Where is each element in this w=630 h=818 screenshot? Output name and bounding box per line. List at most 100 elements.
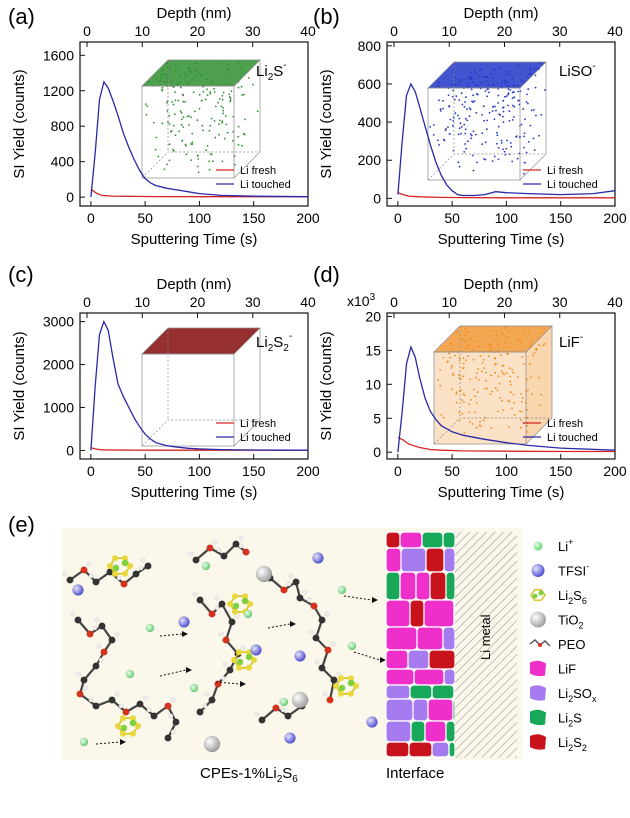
cube-dot bbox=[460, 389, 463, 391]
cube-dot bbox=[499, 396, 502, 399]
cube-dot bbox=[174, 91, 176, 93]
cube-dot bbox=[145, 113, 148, 116]
cube-dot bbox=[529, 68, 532, 71]
legend-label: PEO bbox=[558, 637, 585, 652]
legend-label: TFSI- bbox=[558, 562, 589, 579]
cube-dot bbox=[228, 69, 231, 72]
cube-dot bbox=[229, 99, 232, 101]
cube-dot bbox=[190, 116, 193, 119]
peo-hydrogen bbox=[114, 631, 120, 637]
cube-dot bbox=[225, 84, 227, 87]
peo-atom bbox=[98, 622, 106, 630]
cube-dot bbox=[468, 421, 471, 423]
cube-dot bbox=[209, 125, 212, 127]
cube-dot bbox=[457, 114, 459, 117]
cube-dot bbox=[172, 103, 175, 106]
cube-dot bbox=[232, 139, 234, 142]
legend-tio2-icon bbox=[530, 611, 546, 628]
tfsi-ion bbox=[312, 552, 324, 564]
legend-label: Li2SOx bbox=[558, 686, 597, 704]
tof-sims-cube bbox=[433, 325, 553, 445]
peo-atom bbox=[172, 718, 180, 726]
cube-dot bbox=[515, 135, 518, 138]
lithium-atom bbox=[236, 658, 244, 666]
cube-dot bbox=[474, 83, 477, 85]
legend-label: Li2S2 bbox=[558, 735, 587, 753]
top-axis-label: Depth (nm) bbox=[156, 276, 231, 293]
peo-hydrogen bbox=[188, 551, 194, 557]
cube-dot bbox=[463, 431, 466, 434]
lithium-atom bbox=[232, 602, 240, 610]
cube-dot bbox=[506, 71, 509, 73]
cube-dot bbox=[486, 76, 489, 79]
cube-dot bbox=[460, 132, 462, 135]
cube-dot bbox=[543, 328, 546, 330]
cube-dot bbox=[184, 72, 187, 75]
cube-dot bbox=[467, 140, 469, 143]
cube-dot bbox=[461, 367, 464, 369]
cube-dot bbox=[474, 411, 476, 414]
cube-dot bbox=[458, 117, 461, 120]
cube-dot bbox=[452, 116, 455, 119]
cube-dot bbox=[491, 110, 494, 112]
peo-atom bbox=[132, 570, 140, 578]
sulfur-atom bbox=[348, 690, 354, 697]
cube-dot bbox=[473, 388, 475, 391]
y-tick-label: 1600 bbox=[43, 47, 74, 63]
cube-dot bbox=[524, 118, 526, 121]
y-axis-label: SI Yield (counts) bbox=[11, 69, 28, 178]
cube-dot bbox=[525, 151, 528, 154]
legend-label: LiF bbox=[558, 662, 576, 677]
interface-grain bbox=[445, 571, 456, 601]
cube-dot bbox=[172, 86, 175, 88]
peo-atom bbox=[108, 636, 116, 644]
top-tick-label: 20 bbox=[190, 23, 206, 39]
cube-dot bbox=[499, 67, 501, 70]
cube-dot bbox=[461, 412, 464, 415]
cube-dot bbox=[166, 66, 169, 69]
li-ion bbox=[125, 669, 135, 679]
cube-dot bbox=[237, 86, 240, 89]
peo-atom bbox=[232, 540, 240, 548]
cube-dot bbox=[529, 67, 532, 70]
sulfur-atom bbox=[135, 723, 141, 729]
tof-sims-cube bbox=[141, 59, 261, 179]
sulfur-atom bbox=[227, 601, 233, 607]
cube-dot bbox=[219, 119, 221, 122]
interface-grain bbox=[442, 626, 456, 651]
cube-dot bbox=[500, 142, 503, 144]
cube-dot bbox=[237, 125, 240, 128]
top-tick-label: 30 bbox=[552, 23, 568, 39]
cube-dot bbox=[475, 93, 478, 95]
x-tick-label: 150 bbox=[549, 210, 573, 226]
cube-dot bbox=[215, 78, 218, 81]
panel-letter-e: (e) bbox=[8, 512, 35, 537]
cube-dot bbox=[437, 379, 439, 381]
cube-dot bbox=[464, 334, 467, 337]
cube-dot bbox=[161, 69, 164, 72]
cube-dot bbox=[180, 123, 183, 126]
cube-dot bbox=[504, 342, 507, 344]
cube-dot bbox=[497, 102, 499, 104]
cube-dot bbox=[465, 359, 467, 362]
cube-dot bbox=[497, 375, 500, 377]
sulfur-atom bbox=[120, 730, 126, 737]
sulfur-atom bbox=[236, 664, 242, 671]
cube-dot bbox=[159, 77, 162, 79]
interface-grain bbox=[431, 684, 455, 700]
tof-sims-cube bbox=[427, 61, 547, 181]
interface-grain bbox=[409, 599, 425, 628]
cube-dot bbox=[529, 344, 532, 347]
sulfur-atom bbox=[246, 649, 252, 656]
peo-hydrogen bbox=[286, 581, 292, 587]
cube-dot bbox=[527, 389, 529, 391]
cube-dot bbox=[226, 69, 229, 71]
cube-dot bbox=[486, 128, 488, 131]
peo-atom bbox=[214, 680, 222, 688]
cube-dot bbox=[509, 73, 512, 76]
li-metal-slab bbox=[455, 532, 517, 758]
cube-dot bbox=[471, 348, 474, 351]
cube-dot bbox=[144, 103, 147, 105]
peo-hydrogen bbox=[70, 611, 76, 617]
